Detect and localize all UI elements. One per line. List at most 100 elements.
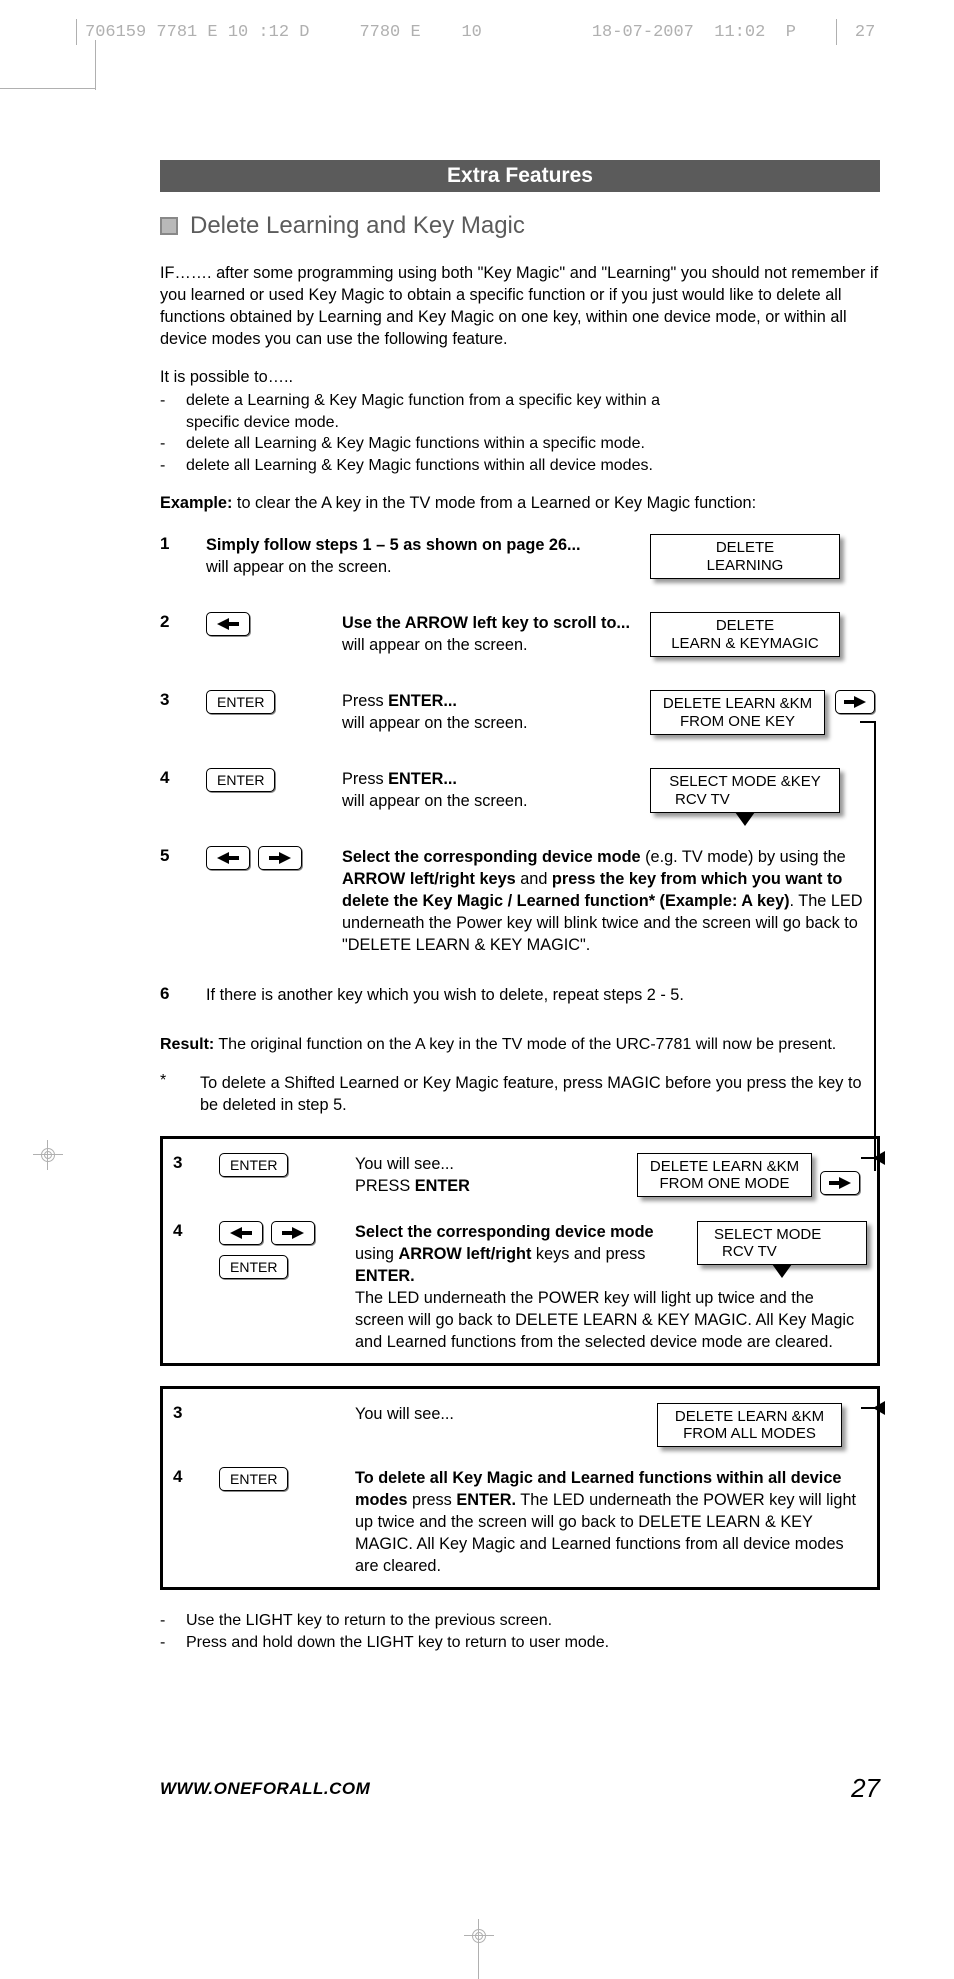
crop-left: 706159 7781 E 10 :12 D <box>85 23 309 42</box>
step-number: 5 <box>160 846 200 866</box>
arrow-right-button[interactable] <box>835 690 875 714</box>
lcd-line: FROM ALL MODES <box>668 1425 831 1442</box>
step-row: 1 Simply follow steps 1 – 5 as shown on … <box>160 534 880 584</box>
lcd-line: SELECT MODE &KEY <box>661 773 829 790</box>
t: You will see... <box>355 1155 454 1173</box>
intro-paragraph: IF……. after some programming using both … <box>160 262 880 350</box>
enter-button[interactable]: ENTER <box>219 1467 288 1491</box>
step-pre: Press <box>342 770 388 788</box>
t: press <box>407 1491 456 1509</box>
result-text: The original function on the A key in th… <box>214 1036 836 1053</box>
step-sub: will appear on the screen. <box>342 792 528 810</box>
arrow-left-button[interactable] <box>219 1221 263 1245</box>
footer-url: WWW.ONEFORALL.COM <box>160 1779 370 1799</box>
example-line: Example: to clear the A key in the TV mo… <box>160 492 880 514</box>
lcd-line: DELETE <box>661 539 829 556</box>
step-sub: will appear on the screen. <box>342 636 528 654</box>
example-text: to clear the A key in the TV mode from a… <box>232 494 756 512</box>
procedure-box: 3 ENTER You will see... PRESS ENTER DELE… <box>160 1136 880 1366</box>
lcd-line: DELETE LEARN &KM <box>648 1158 801 1175</box>
possible-label: It is possible to….. <box>160 366 880 388</box>
lcd-display: SELECT MODE &KEY RCV TV <box>650 768 840 813</box>
t: ENTER. <box>456 1491 516 1509</box>
arrow-left-button[interactable] <box>206 612 250 636</box>
lcd-display: DELETE LEARN &KM FROM ALL MODES <box>657 1403 842 1448</box>
t: ARROW left/right <box>398 1245 531 1263</box>
arrow-left-icon <box>873 1151 885 1170</box>
t: PRESS <box>355 1177 415 1195</box>
lcd-line: LEARN & KEYMAGIC <box>661 635 829 652</box>
pointer-down-icon <box>735 812 755 826</box>
step-text: Select the corresponding device mode usi… <box>355 1221 867 1353</box>
crop-edge <box>478 1919 479 1979</box>
t: ENTER <box>415 1177 470 1195</box>
enter-button[interactable]: ENTER <box>219 1153 288 1177</box>
t: ARROW left/right keys <box>342 870 516 888</box>
step-text: Use the ARROW left key to scroll to... w… <box>342 612 644 656</box>
step-number: 4 <box>173 1467 213 1487</box>
list-item: Use the LIGHT key to return to the previ… <box>186 1610 880 1632</box>
lcd-display: DELETE LEARN &KM FROM ONE MODE <box>637 1153 812 1198</box>
page-number: 27 <box>851 1773 880 1804</box>
crop-right: 18-07-2007 11:02 P <box>592 23 796 42</box>
enter-button[interactable]: ENTER <box>206 768 275 792</box>
step-bold: Use the ARROW left key to scroll to... <box>342 614 630 632</box>
step-number: 1 <box>160 534 200 554</box>
crop-page: 27 <box>855 23 875 42</box>
note-text: To delete a Shifted Learned or Key Magic… <box>200 1072 880 1116</box>
step-row: 2 Use the ARROW left key to scroll to...… <box>160 612 880 662</box>
step-text: To delete all Key Magic and Learned func… <box>355 1467 867 1577</box>
step-number: 3 <box>160 690 200 710</box>
lcd-line: RCV TV <box>708 1243 856 1260</box>
t: using <box>355 1245 398 1263</box>
lcd-display: SELECT MODE RCV TV <box>697 1221 867 1266</box>
step-number: 6 <box>160 984 200 1004</box>
lcd-line: FROM ONE MODE <box>648 1175 801 1192</box>
step-bold: ENTER... <box>388 770 457 788</box>
enter-button[interactable]: ENTER <box>219 1255 288 1279</box>
section-title-text: Delete Learning and Key Magic <box>190 212 525 240</box>
enter-button[interactable]: ENTER <box>206 690 275 714</box>
step-row: 4 ENTER Press ENTER... will appear on th… <box>160 768 880 818</box>
step-number: 3 <box>173 1403 213 1423</box>
step-sub: will appear on the screen. <box>342 714 528 732</box>
procedure-box: 3 You will see... DELETE LEARN &KM FROM … <box>160 1386 880 1590</box>
lcd-line: DELETE LEARN &KM <box>668 1408 831 1425</box>
result-prefix: Result: <box>160 1036 214 1053</box>
lcd-display: DELETE LEARNING <box>650 534 840 579</box>
step-row: 4 ENTER Select the corresponding device … <box>173 1221 867 1353</box>
arrow-right-button[interactable] <box>820 1171 860 1195</box>
list-item: delete all Learning & Key Magic function… <box>186 455 880 477</box>
footnotes: Use the LIGHT key to return to the previ… <box>160 1610 880 1653</box>
example-prefix: Example: <box>160 494 232 512</box>
step-text: Select the corresponding device mode (e.… <box>342 846 880 956</box>
step-sub: will appear on the screen. <box>206 558 392 576</box>
step-pre: Press <box>342 692 388 710</box>
arrow-left-button[interactable] <box>206 846 250 870</box>
arrow-right-button[interactable] <box>258 846 302 870</box>
bullet-square-icon <box>160 217 178 235</box>
note-row: * To delete a Shifted Learned or Key Mag… <box>160 1072 880 1116</box>
step-text: You will see... <box>355 1403 651 1425</box>
crop-mid: 7780 E 10 <box>359 23 481 42</box>
crop-edge <box>0 88 95 89</box>
step-bold: Simply follow steps 1 – 5 as shown on pa… <box>206 536 581 554</box>
section-title: Delete Learning and Key Magic <box>160 212 880 240</box>
lcd-line: DELETE LEARN &KM <box>661 695 814 712</box>
lcd-line: FROM ONE KEY <box>661 713 814 730</box>
crop-edge <box>95 40 96 90</box>
lcd-display: DELETE LEARN & KEYMAGIC <box>650 612 840 657</box>
registration-mark <box>33 1140 63 1170</box>
t: keys and press <box>531 1245 645 1263</box>
lcd-line: LEARNING <box>661 557 829 574</box>
arrow-right-button[interactable] <box>271 1221 315 1245</box>
t: (e.g. TV mode) by using the <box>641 848 846 866</box>
t: and <box>516 870 552 888</box>
step-bold: ENTER... <box>388 692 457 710</box>
result-line: Result: The original function on the A k… <box>160 1034 880 1056</box>
list-item: delete a Learning & Key Magic function f… <box>186 390 706 433</box>
lcd-display: DELETE LEARN &KM FROM ONE KEY <box>650 690 825 735</box>
step-row: 3 ENTER Press ENTER... will appear on th… <box>160 690 880 740</box>
list-item: delete all Learning & Key Magic function… <box>186 433 880 455</box>
step-text: Simply follow steps 1 – 5 as shown on pa… <box>206 534 644 578</box>
